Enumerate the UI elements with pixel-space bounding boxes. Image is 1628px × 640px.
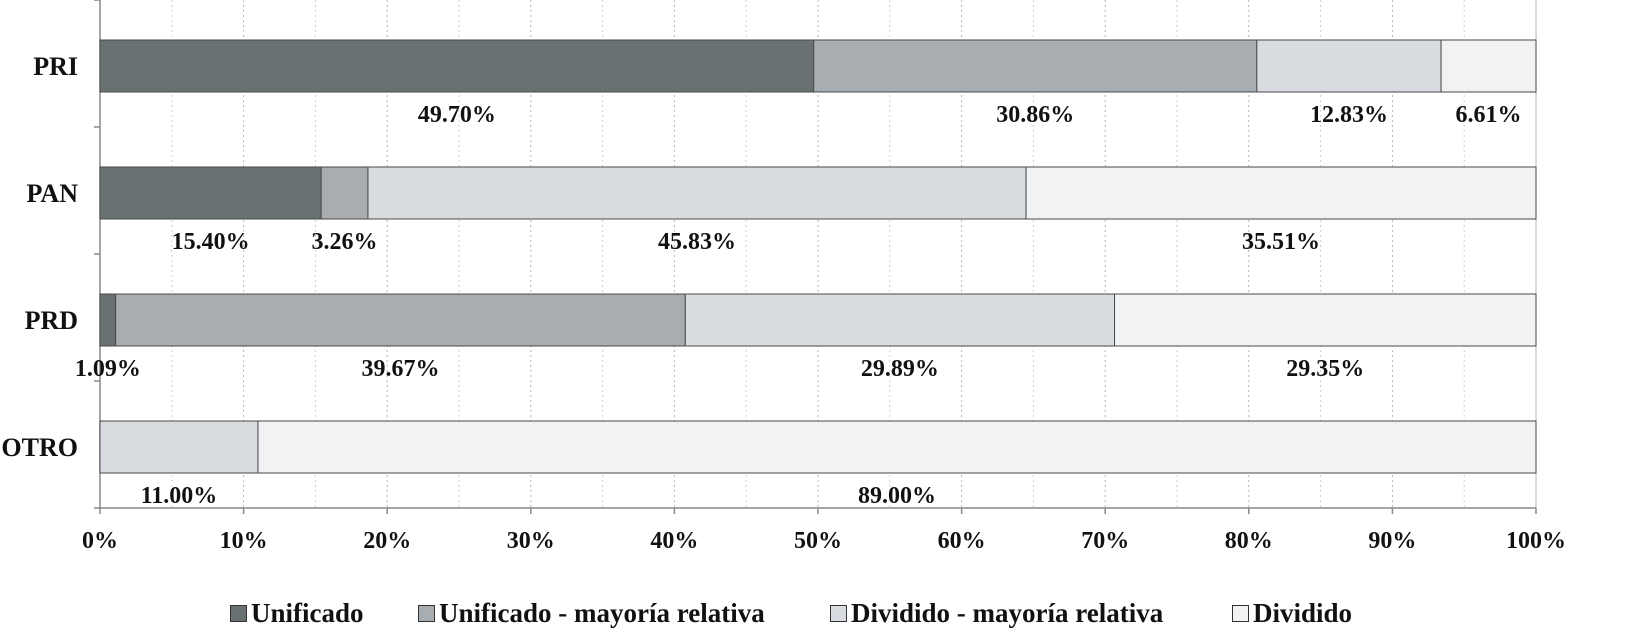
x-tick-label: 100% <box>1506 528 1566 554</box>
legend-label-dividido-mayoria: Dividido - mayoría relativa <box>851 598 1164 628</box>
data-label: 39.67% <box>361 356 439 382</box>
data-label: 89.00% <box>858 483 936 509</box>
data-label: 6.61% <box>1456 102 1522 128</box>
legend-label-unificado: Unificado <box>251 598 364 628</box>
legend-label-dividido: Dividido <box>1253 598 1353 628</box>
bar-segment <box>367 166 1027 220</box>
data-label: 15.40% <box>172 229 250 255</box>
data-label: 1.09% <box>75 356 141 382</box>
legend-label-unificado-mayoria: Unificado - mayoría relativa <box>439 598 765 628</box>
bar-segment <box>257 420 1537 474</box>
data-label: 11.00% <box>141 483 218 509</box>
x-tick-label: 80% <box>1225 528 1273 554</box>
data-label: 45.83% <box>658 229 736 255</box>
data-label: 35.51% <box>1242 229 1320 255</box>
data-label: 29.89% <box>861 356 939 382</box>
bar-segment <box>1025 166 1537 220</box>
legend-swatch-unificado-mayoria <box>418 605 435 622</box>
x-tick-label: 90% <box>1368 528 1416 554</box>
x-tick-label: 30% <box>507 528 555 554</box>
category-label: OTRO <box>1 433 78 462</box>
category-label: PRD <box>25 306 78 335</box>
x-tick-label: 10% <box>220 528 268 554</box>
legend-swatch-unificado <box>230 605 247 622</box>
data-label: 3.26% <box>312 229 378 255</box>
legend: Unificado Unificado - mayoría relativa D… <box>0 598 1628 638</box>
bar-segment <box>99 39 815 93</box>
bar-segment <box>115 293 686 347</box>
category-label: PAN <box>26 179 78 208</box>
x-tick-label: 50% <box>794 528 842 554</box>
legend-item-unificado: Unificado <box>230 598 364 629</box>
x-tick-label: 60% <box>938 528 986 554</box>
legend-item-unificado-mayoria: Unificado - mayoría relativa <box>418 598 765 629</box>
legend-swatch-dividido <box>1232 605 1249 622</box>
bar-segment <box>813 39 1258 93</box>
legend-swatch-dividido-mayoria <box>830 605 847 622</box>
data-label: 49.70% <box>418 102 496 128</box>
legend-item-dividido: Dividido <box>1232 598 1352 629</box>
x-tick-label: 70% <box>1081 528 1129 554</box>
data-label: 12.83% <box>1310 102 1388 128</box>
category-label: PRI <box>33 52 78 81</box>
x-tick-label: 20% <box>363 528 411 554</box>
bar-segment <box>99 420 259 474</box>
legend-item-dividido-mayoria: Dividido - mayoría relativa <box>830 598 1163 629</box>
bar-segment <box>1256 39 1442 93</box>
data-label: 30.86% <box>996 102 1074 128</box>
bar-segment <box>99 293 117 347</box>
x-tick-label: 0% <box>82 528 118 554</box>
bar-segment <box>1440 39 1537 93</box>
bar-segment <box>684 293 1116 347</box>
bar-segment <box>99 166 322 220</box>
bar-segment <box>1114 293 1537 347</box>
x-tick-label: 40% <box>650 528 698 554</box>
data-label: 29.35% <box>1286 356 1364 382</box>
stacked-bar-chart: 0% 10% 20% 30% 40% 50% 60% 70% 80% 90% 100% PRI 49.7… <box>1 0 1566 554</box>
bar-segment <box>320 166 369 220</box>
